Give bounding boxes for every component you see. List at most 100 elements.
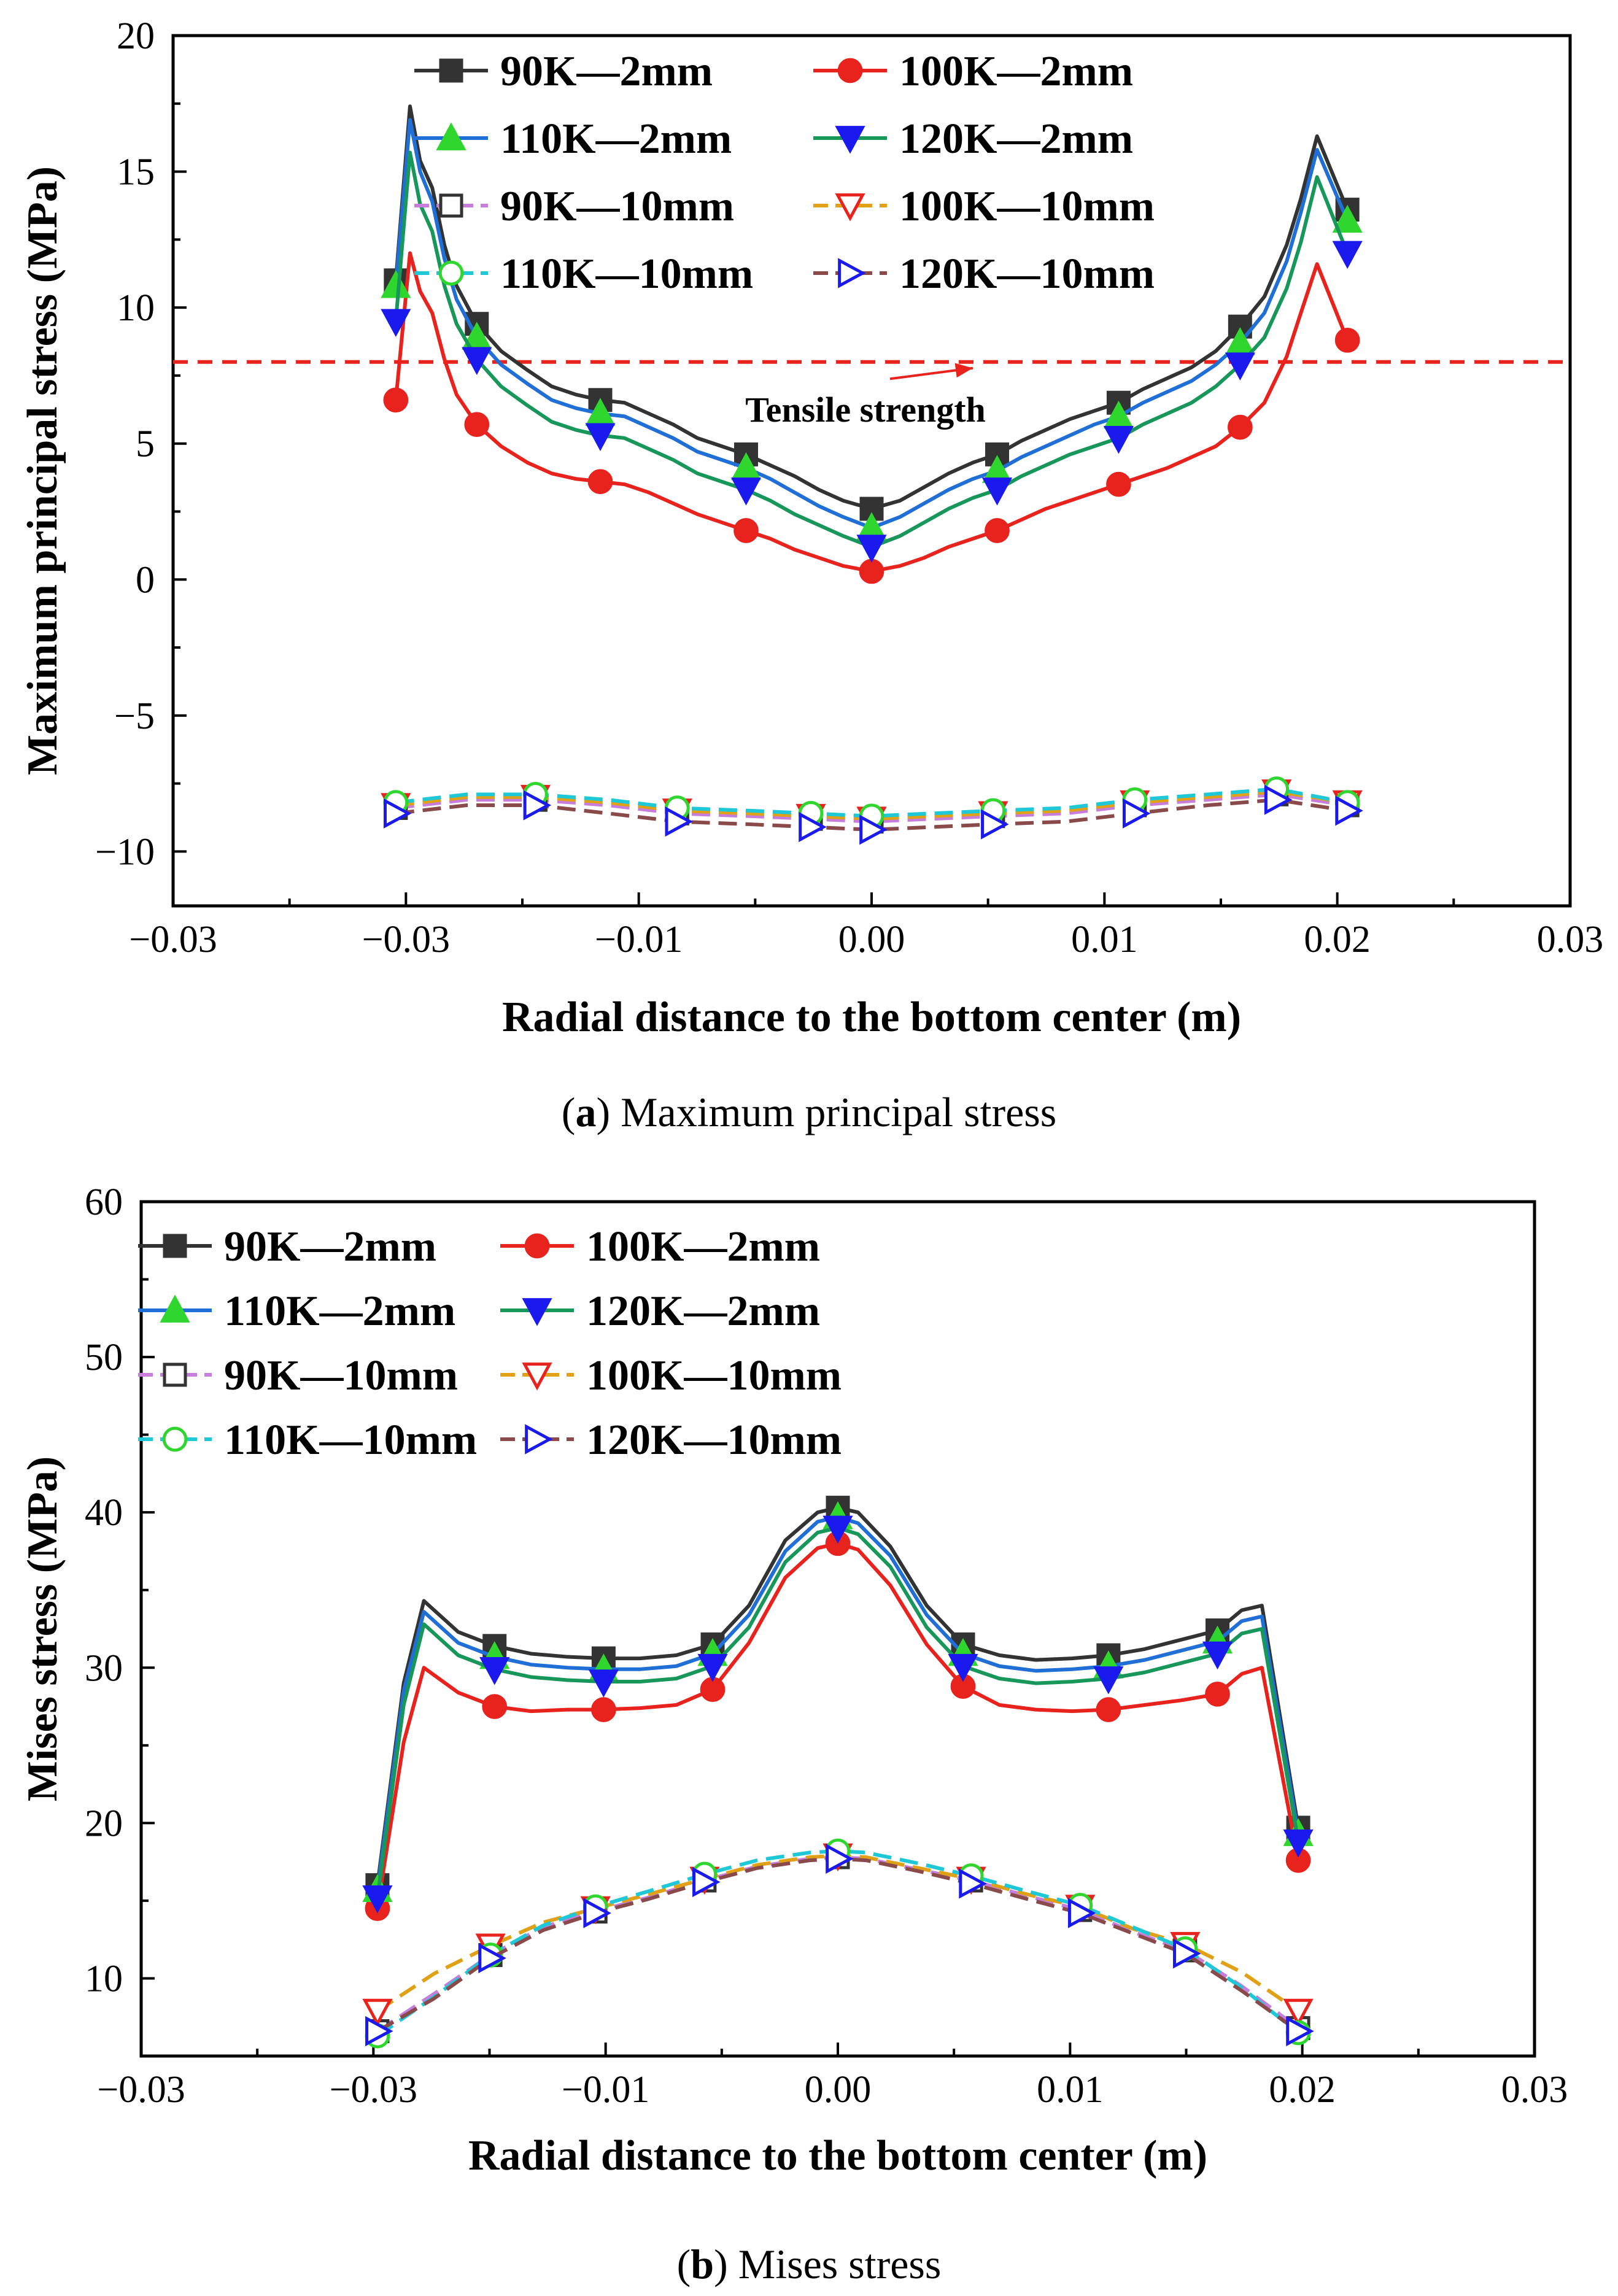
chart-a-legend-marker-6 bbox=[438, 260, 464, 286]
chart-a-plot-frame bbox=[171, 34, 1572, 908]
chart-a-annotation-text: Tensile strength bbox=[745, 390, 986, 430]
chart-b-legend-label-2: 110K—2mm bbox=[224, 1288, 455, 1335]
chart-b-legend-marker-5 bbox=[522, 1363, 552, 1391]
chart-b-series-3-point bbox=[697, 1653, 728, 1682]
chart-a-xtick-label: 0.00 bbox=[838, 919, 905, 961]
chart-a-series-line-0 bbox=[393, 104, 1349, 511]
chart-a-series-7-point bbox=[1122, 798, 1151, 829]
chart-a-legend-label-4: 90K—10mm bbox=[500, 183, 734, 230]
chart-a-ytick-label: 20 bbox=[117, 15, 155, 57]
chart-a-legend-marker-5 bbox=[835, 193, 865, 222]
chart-a-series-3-point bbox=[381, 309, 411, 337]
chart-b-series-line-7 bbox=[376, 1857, 1299, 2033]
chart-b-xtick-label: 0.03 bbox=[1501, 2069, 1568, 2111]
chart-a-series-7-point bbox=[799, 811, 827, 843]
chart-b-legend-label-7: 120K—10mm bbox=[586, 1417, 842, 1464]
chart-a-series-3-point bbox=[1225, 352, 1255, 381]
chart-b-series-3-point bbox=[588, 1669, 619, 1698]
chart-b-ylabel: Mises stress (MPa) bbox=[19, 1456, 66, 1801]
chart-b-series-7-point bbox=[1286, 2016, 1314, 2047]
chart-a-series-2-point bbox=[1332, 204, 1363, 233]
chart-a-legend-marker-1 bbox=[837, 58, 863, 83]
chart-b-ytick-label: 10 bbox=[85, 1958, 123, 2000]
chart-a-series-7-point bbox=[523, 790, 552, 821]
chart-b-series-7-point bbox=[959, 1868, 987, 1899]
chart-b-series-line-5 bbox=[376, 1853, 1299, 2013]
chart-b-legend-marker-0 bbox=[163, 1234, 187, 1258]
caption-a: (a) Maximum principal stress bbox=[562, 1089, 1056, 1135]
chart-a-series-3-point bbox=[585, 423, 616, 452]
chart-b-series-3-point bbox=[1202, 1641, 1233, 1670]
chart-b-series-3-point bbox=[479, 1656, 510, 1685]
chart-a-legend-label-6: 110K—10mm bbox=[500, 250, 753, 298]
chart-b-series-3-point bbox=[948, 1653, 978, 1682]
chart-a-series-7-point bbox=[859, 814, 888, 845]
chart-b-legend-marker-2 bbox=[160, 1294, 190, 1323]
chart-b-series-3-point bbox=[362, 1885, 393, 1914]
chart-b-legend-label-5: 100K—10mm bbox=[586, 1352, 842, 1399]
chart-b-series-3-point bbox=[823, 1515, 853, 1544]
chart-b-xtick-label: 0.02 bbox=[1269, 2069, 1336, 2111]
chart-a-legend-marker-4 bbox=[439, 193, 463, 218]
chart-a-xtick-label: −0.01 bbox=[595, 919, 683, 961]
chart-a-xtick-label: 0.01 bbox=[1071, 919, 1138, 961]
chart-a-series-1-point bbox=[383, 387, 409, 413]
chart-b-series-line-0 bbox=[375, 1506, 1301, 1885]
chart-b-series-5-point bbox=[1283, 1998, 1314, 2027]
chart-b-series-7-point bbox=[365, 2016, 393, 2047]
chart-b-series-1-point bbox=[591, 1697, 616, 1722]
chart-b-xtick-label: −0.01 bbox=[562, 2069, 649, 2111]
chart-b-series-7-point bbox=[692, 1866, 721, 1898]
chart-a-legend-marker-3 bbox=[835, 126, 865, 154]
chart-b-series-7-point bbox=[478, 1942, 506, 1974]
chart-a-xlabel: Radial distance to the bottom center (m) bbox=[502, 994, 1241, 1041]
caption-a-text: Maximum principal stress bbox=[621, 1089, 1056, 1135]
caption-b-text: Mises stress bbox=[738, 2241, 942, 2287]
chart-a-legend-marker-0 bbox=[439, 58, 463, 83]
caption-b: (b) Mises stress bbox=[677, 2241, 942, 2287]
chart-b-legend-label-3: 120K—2mm bbox=[586, 1288, 820, 1335]
caption-a-letter: a bbox=[575, 1089, 596, 1135]
chart-b-legend-label-6: 110K—10mm bbox=[224, 1417, 477, 1464]
chart-b-series-1-point bbox=[482, 1694, 508, 1719]
chart-a-xtick-label: 0.03 bbox=[1537, 919, 1604, 961]
chart-a-legend-label-1: 100K—2mm bbox=[899, 48, 1133, 95]
chart-a-legend-label-5: 100K—10mm bbox=[899, 183, 1155, 230]
chart-a-series-1-point bbox=[1227, 414, 1253, 440]
chart-a-ytick-label: 15 bbox=[117, 152, 155, 193]
chart-b-series-3-point bbox=[1283, 1829, 1314, 1858]
chart-a-legend-marker-7 bbox=[838, 258, 866, 288]
chart-b-ytick-label: 50 bbox=[85, 1337, 123, 1378]
chart-a-annotation-arrowhead bbox=[954, 363, 973, 378]
chart-panel-b: −0.03 −0.03 −0.01 0.00 0.01 0.02 0.03 10 20 30 40 5… bbox=[19, 1181, 1568, 2179]
chart-b-legend-marker-4 bbox=[163, 1363, 187, 1387]
chart-a-series-3-point bbox=[462, 347, 492, 375]
chart-b-legend-marker-1 bbox=[524, 1233, 550, 1259]
chart-b-series-5-point bbox=[362, 1998, 393, 2027]
chart-b-xtick-label: 0.00 bbox=[805, 2069, 872, 2111]
chart-a-series-1-point bbox=[1106, 471, 1131, 497]
chart-b-xlabel: Radial distance to the bottom center (m) bbox=[468, 2132, 1207, 2179]
chart-a-series-1-point bbox=[734, 518, 759, 543]
chart-a-series-line-2 bbox=[393, 118, 1349, 530]
chart-a-series-7-point bbox=[665, 806, 693, 837]
chart-panel-a: −0.03 −0.03 −0.01 0.00 0.01 0.02 0.03 −10 −5 0 5 10… bbox=[19, 15, 1603, 1041]
chart-b-legend-marker-3 bbox=[522, 1298, 552, 1326]
chart-a-series-1-point bbox=[587, 469, 613, 495]
chart-b-legend-marker-6 bbox=[162, 1426, 188, 1452]
chart-b-series-7-point bbox=[1173, 1938, 1201, 1969]
chart-a-series-3-point bbox=[1332, 241, 1363, 269]
chart-a-series-1-point bbox=[859, 559, 884, 584]
chart-a-series-2-point bbox=[381, 270, 411, 298]
chart-a-ytick-label: 10 bbox=[117, 287, 155, 329]
chart-b-series-3-point bbox=[1093, 1666, 1124, 1695]
chart-a-series-3-point bbox=[981, 477, 1013, 506]
chart-b-ytick-label: 20 bbox=[85, 1803, 123, 1844]
chart-a-ytick-label: −10 bbox=[95, 831, 155, 873]
chart-b-series-7-point bbox=[1067, 1898, 1096, 1928]
chart-a-series-1-point bbox=[464, 412, 490, 438]
chart-a-xtick-label: 0.02 bbox=[1304, 919, 1371, 961]
chart-b-series-1-point bbox=[1096, 1697, 1121, 1722]
chart-a-legend-marker-2 bbox=[436, 122, 466, 150]
